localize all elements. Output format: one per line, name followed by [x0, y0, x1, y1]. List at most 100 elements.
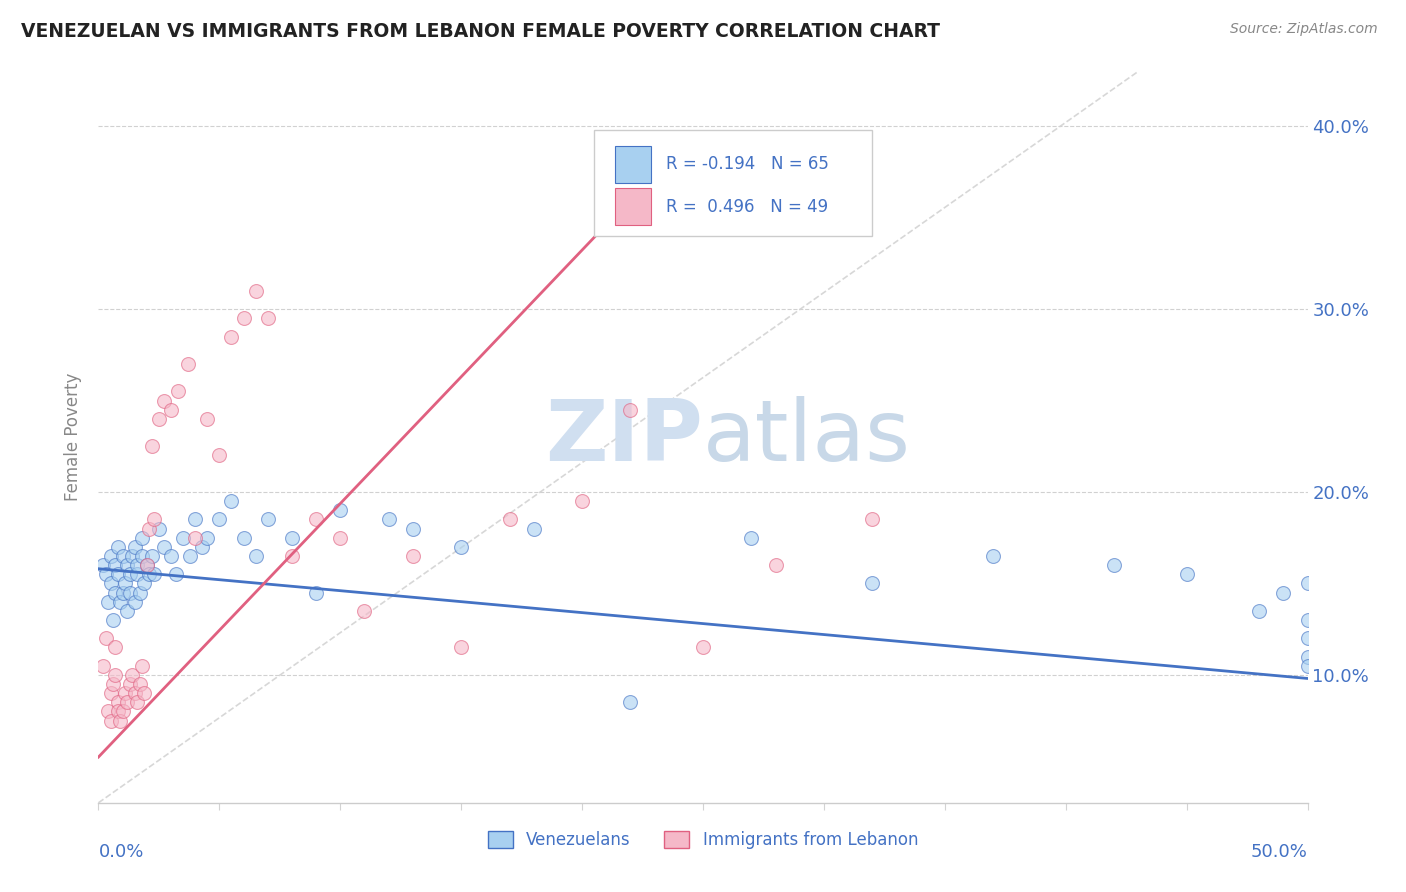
Point	[111, 705, 134, 719]
Point	[148, 412, 170, 426]
Point	[377, 512, 399, 526]
Point	[124, 686, 146, 700]
Point	[124, 594, 146, 608]
Point	[127, 567, 149, 582]
Text: VENEZUELAN VS IMMIGRANTS FROM LEBANON FEMALE POVERTY CORRELATION CHART: VENEZUELAN VS IMMIGRANTS FROM LEBANON FE…	[21, 22, 941, 41]
Point	[281, 549, 304, 563]
Point	[1102, 558, 1125, 573]
Point	[134, 576, 156, 591]
Point	[1175, 567, 1198, 582]
Point	[104, 558, 127, 573]
Point	[108, 714, 131, 728]
Point	[245, 549, 267, 563]
Point	[523, 521, 546, 535]
Point	[108, 594, 131, 608]
Point	[160, 549, 183, 563]
Point	[135, 558, 157, 573]
Point	[353, 604, 375, 618]
Point	[860, 512, 883, 526]
Point	[111, 585, 134, 599]
Point	[101, 613, 124, 627]
Bar	[614, 146, 651, 183]
Point	[1296, 613, 1319, 627]
Point	[765, 558, 787, 573]
Point	[402, 521, 425, 535]
Point	[141, 549, 163, 563]
Point	[138, 567, 160, 582]
Point	[208, 512, 231, 526]
Legend: Venezuelans, Immigrants from Lebanon: Venezuelans, Immigrants from Lebanon	[488, 831, 918, 849]
Point	[117, 604, 139, 618]
Text: Source: ZipAtlas.com: Source: ZipAtlas.com	[1230, 22, 1378, 37]
Point	[100, 549, 122, 563]
Point	[1272, 585, 1295, 599]
Point	[100, 714, 122, 728]
Point	[450, 540, 472, 554]
Point	[1249, 604, 1271, 618]
Point	[135, 558, 157, 573]
Point	[131, 549, 153, 563]
Point	[329, 531, 352, 545]
Point	[138, 521, 160, 535]
Point	[692, 640, 714, 655]
FancyBboxPatch shape	[595, 130, 872, 235]
Point	[1296, 658, 1319, 673]
Point	[740, 531, 762, 545]
Point	[498, 512, 520, 526]
Point	[128, 677, 150, 691]
Point	[104, 585, 127, 599]
Point	[141, 439, 163, 453]
Point	[305, 512, 328, 526]
Point	[165, 567, 187, 582]
Point	[143, 512, 166, 526]
Point	[191, 540, 214, 554]
Point	[184, 531, 207, 545]
Point	[121, 549, 143, 563]
Point	[450, 640, 472, 655]
Point	[256, 512, 278, 526]
Point	[107, 695, 129, 709]
Point	[195, 412, 218, 426]
Point	[118, 585, 141, 599]
Text: 0.0%: 0.0%	[98, 843, 143, 861]
Point	[104, 640, 127, 655]
Point	[127, 558, 149, 573]
Point	[127, 695, 149, 709]
Text: atlas: atlas	[703, 395, 911, 479]
Text: R =  0.496   N = 49: R = 0.496 N = 49	[665, 198, 828, 216]
Point	[143, 567, 166, 582]
Point	[1296, 576, 1319, 591]
Point	[1296, 649, 1319, 664]
Point	[195, 531, 218, 545]
Point	[619, 402, 641, 417]
Point	[94, 632, 117, 646]
Point	[111, 549, 134, 563]
Point	[179, 549, 201, 563]
Point	[208, 448, 231, 462]
Point	[152, 540, 174, 554]
Bar	[614, 188, 651, 225]
Point	[172, 531, 194, 545]
Point	[97, 705, 120, 719]
Point	[104, 667, 127, 681]
Point	[184, 512, 207, 526]
Point	[305, 585, 328, 599]
Point	[101, 677, 124, 691]
Point	[117, 558, 139, 573]
Point	[107, 705, 129, 719]
Point	[221, 329, 243, 343]
Point	[329, 503, 352, 517]
Point	[94, 567, 117, 582]
Point	[124, 540, 146, 554]
Point	[152, 393, 174, 408]
Point	[117, 695, 139, 709]
Point	[256, 311, 278, 326]
Point	[232, 531, 254, 545]
Point	[981, 549, 1004, 563]
Point	[114, 576, 136, 591]
Point	[107, 567, 129, 582]
Point	[118, 677, 141, 691]
Point	[167, 384, 190, 399]
Point	[114, 686, 136, 700]
Point	[148, 521, 170, 535]
